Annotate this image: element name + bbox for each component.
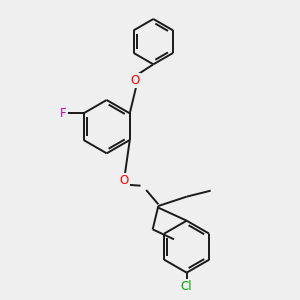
Text: Cl: Cl (181, 280, 193, 293)
Text: O: O (119, 174, 129, 187)
Text: F: F (60, 107, 67, 120)
Text: O: O (130, 74, 140, 87)
